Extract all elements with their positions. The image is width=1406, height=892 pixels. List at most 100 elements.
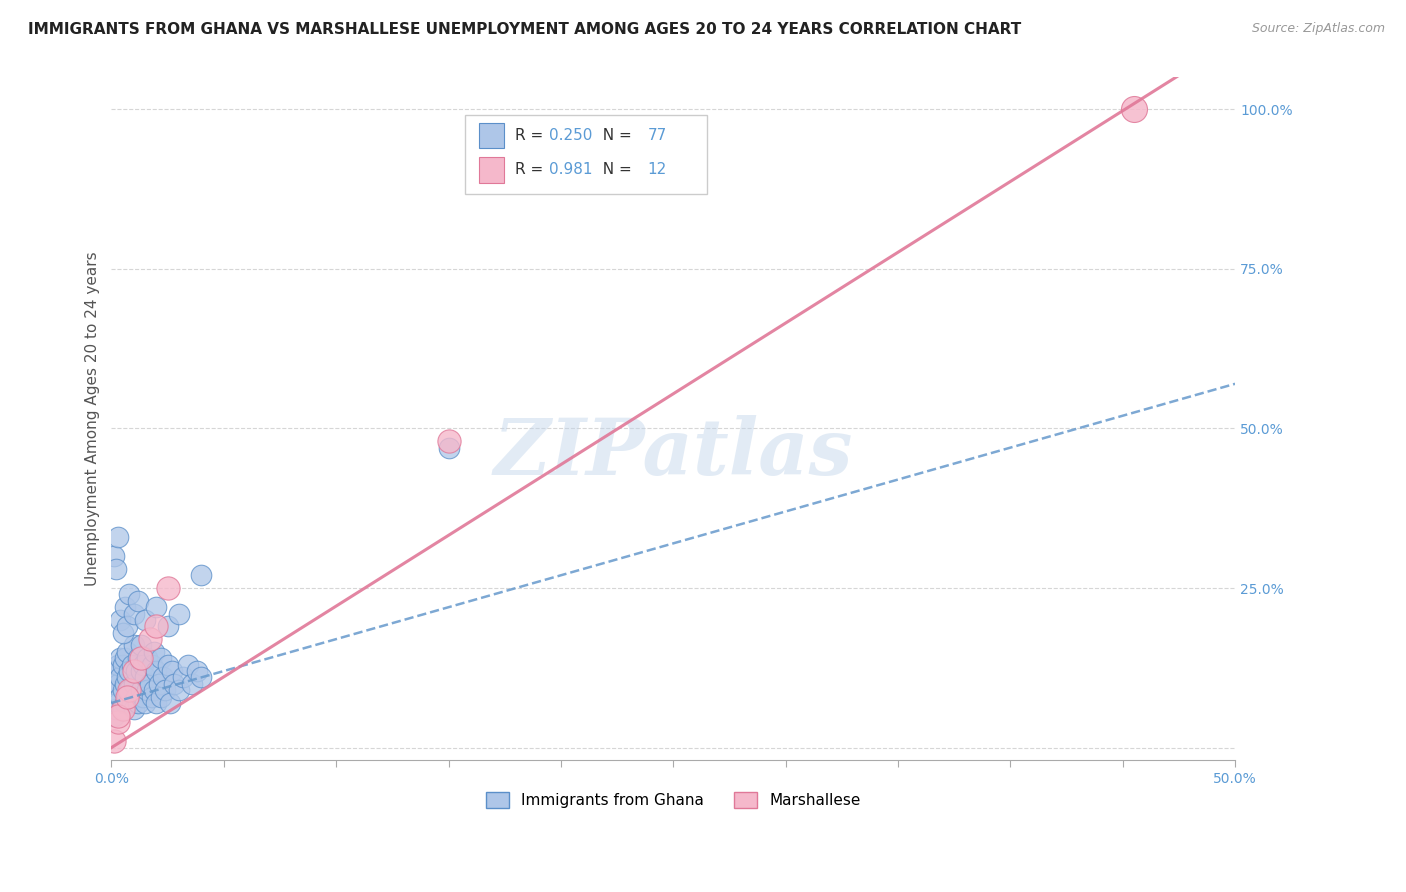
Point — [121, 657, 143, 672]
Point — [136, 651, 159, 665]
Point — [138, 632, 160, 646]
FancyBboxPatch shape — [465, 115, 707, 194]
Point — [141, 657, 163, 672]
Text: R =: R = — [515, 162, 548, 178]
Point — [121, 696, 143, 710]
Point — [134, 696, 156, 710]
Legend: Immigrants from Ghana, Marshallese: Immigrants from Ghana, Marshallese — [479, 786, 868, 814]
Point — [118, 664, 141, 678]
Point — [122, 639, 145, 653]
Point — [104, 562, 127, 576]
Text: 0.250: 0.250 — [548, 128, 592, 143]
Point — [138, 677, 160, 691]
Point — [134, 613, 156, 627]
Point — [160, 664, 183, 678]
Point — [148, 677, 170, 691]
Point — [129, 664, 152, 678]
Point — [145, 600, 167, 615]
Point — [172, 670, 194, 684]
Point — [152, 670, 174, 684]
Point — [122, 664, 145, 678]
Bar — [479, 122, 503, 148]
Point — [156, 619, 179, 633]
Point — [177, 657, 200, 672]
Point — [110, 613, 132, 627]
Point — [114, 651, 136, 665]
Point — [127, 696, 149, 710]
Point — [181, 677, 204, 691]
Point — [111, 702, 134, 716]
Point — [134, 670, 156, 684]
Point — [103, 677, 125, 691]
Point — [437, 441, 460, 455]
Point — [122, 677, 145, 691]
Point — [110, 670, 132, 684]
Point — [115, 690, 138, 704]
Point — [111, 625, 134, 640]
Point — [129, 683, 152, 698]
Point — [104, 702, 127, 716]
Point — [167, 683, 190, 698]
Point — [110, 690, 132, 704]
Point — [111, 702, 134, 716]
Point — [103, 734, 125, 748]
Point — [122, 702, 145, 716]
Text: ZIPatlas: ZIPatlas — [494, 415, 853, 491]
Point — [115, 619, 138, 633]
Point — [163, 677, 186, 691]
Point — [115, 690, 138, 704]
Point — [125, 664, 148, 678]
Point — [103, 708, 125, 723]
Text: IMMIGRANTS FROM GHANA VS MARSHALLESE UNEMPLOYMENT AMONG AGES 20 TO 24 YEARS CORR: IMMIGRANTS FROM GHANA VS MARSHALLESE UNE… — [28, 22, 1021, 37]
Point — [115, 645, 138, 659]
Point — [111, 683, 134, 698]
Point — [129, 651, 152, 665]
Point — [155, 683, 177, 698]
Point — [127, 594, 149, 608]
Bar — [479, 157, 503, 183]
Text: N =: N = — [593, 162, 637, 178]
Text: 0.981: 0.981 — [548, 162, 592, 178]
Point — [156, 657, 179, 672]
Point — [1123, 103, 1146, 117]
Point — [190, 568, 212, 582]
Point — [132, 657, 155, 672]
Point — [136, 683, 159, 698]
Point — [156, 581, 179, 595]
Point — [125, 690, 148, 704]
Point — [118, 683, 141, 698]
Point — [111, 657, 134, 672]
Point — [145, 619, 167, 633]
Point — [103, 549, 125, 563]
Point — [104, 664, 127, 678]
Text: Source: ZipAtlas.com: Source: ZipAtlas.com — [1251, 22, 1385, 36]
Point — [141, 690, 163, 704]
Text: 12: 12 — [647, 162, 666, 178]
Point — [115, 670, 138, 684]
Point — [149, 690, 172, 704]
Text: R =: R = — [515, 128, 548, 143]
Point — [127, 651, 149, 665]
Point — [114, 696, 136, 710]
Point — [107, 696, 129, 710]
Point — [437, 434, 460, 449]
Point — [114, 677, 136, 691]
Point — [107, 677, 129, 691]
Point — [114, 600, 136, 615]
Point — [132, 690, 155, 704]
Point — [190, 670, 212, 684]
Point — [107, 530, 129, 544]
Text: N =: N = — [593, 128, 637, 143]
Point — [149, 651, 172, 665]
Point — [186, 664, 208, 678]
Y-axis label: Unemployment Among Ages 20 to 24 years: Unemployment Among Ages 20 to 24 years — [86, 252, 100, 586]
Point — [118, 683, 141, 698]
Point — [167, 607, 190, 621]
Point — [143, 645, 166, 659]
Point — [107, 657, 129, 672]
Point — [122, 607, 145, 621]
Point — [107, 715, 129, 730]
Point — [159, 696, 181, 710]
Point — [118, 587, 141, 601]
Point — [110, 651, 132, 665]
